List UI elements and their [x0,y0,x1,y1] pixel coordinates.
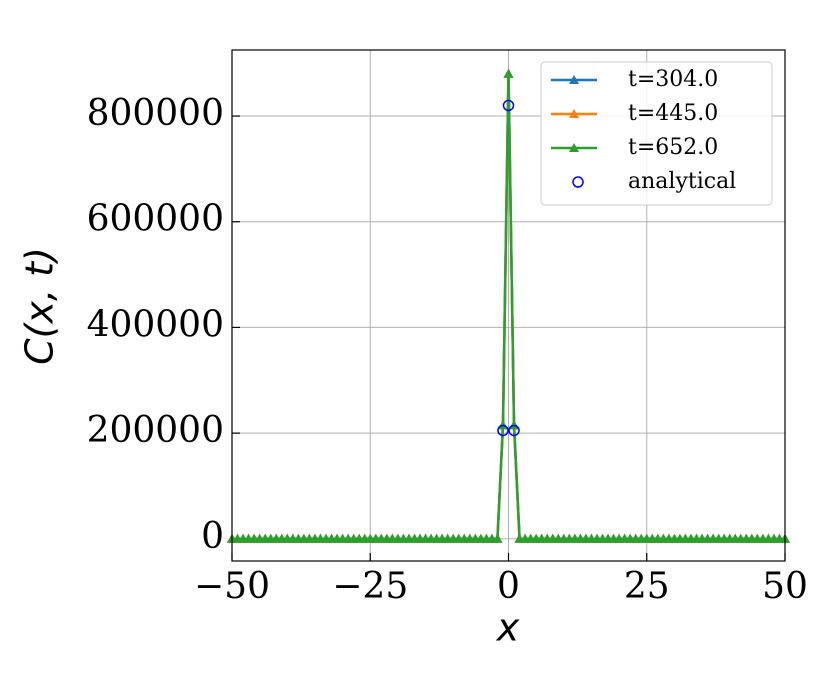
legend-label: t=652.0 [628,135,718,160]
x-tick-label: 0 [497,566,520,607]
analytical-point [502,99,515,112]
legend-marker [569,75,579,84]
legend-label: t=304.0 [628,67,718,92]
y-tick-label: 600000 [87,199,224,240]
marker [503,68,514,78]
legend-label: analytical [628,169,736,194]
legend-marker [569,143,579,152]
legend-box [540,61,773,206]
x-tick-label: 50 [762,566,808,607]
marker [492,533,503,543]
y-tick-label: 400000 [87,304,224,345]
y-tick-label: 800000 [87,93,224,134]
plot-frame [231,49,786,562]
y-axis-label: C(x, t) [18,247,62,365]
x-tick-label: 25 [624,566,670,607]
analytical-point [508,424,520,437]
legend-label: t=445.0 [628,101,718,126]
analytical-point [497,424,509,437]
y-tick-label: 0 [201,516,224,557]
y-tick-label: 200000 [87,410,224,451]
legend-marker [572,176,584,188]
x-tick-label: −25 [332,566,408,607]
x-tick-label: −50 [194,566,270,607]
x-axis-label: x [496,606,520,650]
legend-marker [569,109,579,118]
